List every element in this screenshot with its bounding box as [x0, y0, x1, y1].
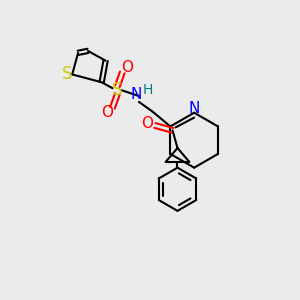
- Text: O: O: [102, 105, 114, 120]
- Text: S: S: [62, 65, 73, 83]
- Text: N: N: [130, 87, 142, 102]
- Text: O: O: [121, 60, 133, 75]
- Text: H: H: [142, 83, 153, 97]
- Text: N: N: [188, 101, 200, 116]
- Text: S: S: [112, 81, 123, 99]
- Text: O: O: [141, 116, 153, 131]
